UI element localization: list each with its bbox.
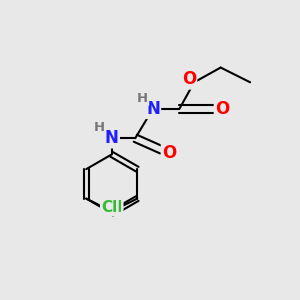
Text: H: H <box>137 92 148 105</box>
Text: O: O <box>215 100 229 118</box>
Text: Cl: Cl <box>101 200 117 215</box>
Text: Cl: Cl <box>106 200 122 215</box>
Text: N: N <box>146 100 160 118</box>
Text: O: O <box>162 144 176 162</box>
Text: H: H <box>94 122 105 134</box>
Text: N: N <box>105 129 119 147</box>
Text: O: O <box>182 70 196 88</box>
